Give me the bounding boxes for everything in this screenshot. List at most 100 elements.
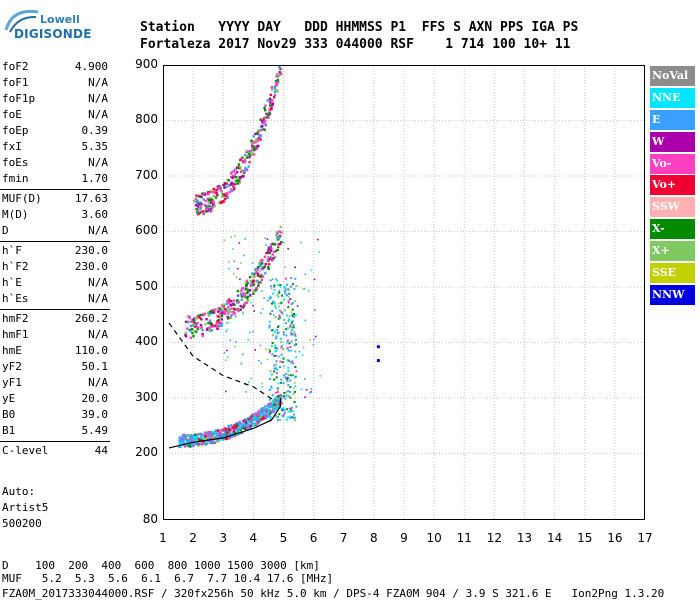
- echo-point: [289, 324, 292, 327]
- echo-point: [199, 207, 202, 210]
- echo-point: [203, 193, 207, 196]
- echo-point: [286, 347, 289, 350]
- echo-point: [225, 322, 228, 324]
- echo-point: [271, 253, 274, 256]
- echo-point: [238, 242, 241, 244]
- echo-point: [230, 172, 233, 175]
- echo-point: [281, 408, 284, 411]
- echo-point: [233, 434, 237, 437]
- param-name: fmin: [2, 172, 29, 185]
- echo-point: [218, 435, 221, 439]
- echo-point: [279, 396, 283, 400]
- param-value: N/A: [88, 292, 108, 305]
- echo-point: [279, 337, 282, 340]
- param-value: N/A: [88, 156, 108, 169]
- echo-point: [213, 324, 216, 328]
- plot-border: [163, 65, 645, 520]
- echo-point: [280, 231, 283, 234]
- echo-point: [291, 320, 294, 323]
- echo-point: [263, 122, 266, 126]
- echo-point: [259, 415, 263, 418]
- echo-point: [247, 338, 249, 341]
- echo-point: [240, 169, 244, 172]
- echo-point: [184, 320, 188, 324]
- echo-point: [276, 230, 279, 233]
- echo-point: [210, 436, 213, 440]
- echo-point: [268, 297, 271, 300]
- echo-point: [226, 299, 229, 303]
- param-row: foEp 0.39: [2, 123, 108, 139]
- echo-point: [275, 372, 278, 375]
- echo-point: [227, 308, 231, 312]
- echo-point: [252, 135, 255, 138]
- echo-point: [254, 147, 258, 151]
- echo-point: [222, 307, 225, 310]
- echo-point: [292, 387, 295, 390]
- echo-point: [267, 263, 271, 266]
- echo-point: [195, 435, 199, 438]
- echo-point: [204, 205, 208, 208]
- param-value: 20.0: [81, 392, 109, 405]
- modelled-profile: [168, 322, 275, 402]
- echo-point: [282, 357, 285, 360]
- echo-point: [273, 289, 276, 291]
- echo-point: [225, 182, 228, 185]
- echo-point: [289, 416, 292, 419]
- echo-point: [224, 310, 227, 313]
- echo-point: [276, 401, 280, 404]
- param-name: h`Es: [2, 292, 29, 305]
- echo-point: [253, 153, 256, 156]
- echo-point: [268, 257, 272, 261]
- echo-point: [259, 134, 262, 138]
- echo-point: [208, 433, 212, 436]
- echo-point: [270, 243, 273, 246]
- echo-point: [310, 388, 313, 390]
- echo-point: [249, 294, 252, 297]
- echo-point: [231, 310, 234, 314]
- echo-point: [223, 312, 227, 316]
- echo-point: [228, 191, 231, 194]
- echo-point: [199, 323, 203, 327]
- echo-point: [223, 434, 227, 437]
- echo-point: [268, 246, 271, 249]
- echo-point: [273, 301, 276, 304]
- echo-point: [230, 307, 233, 310]
- echo-point: [212, 311, 216, 314]
- echo-point: [273, 285, 276, 288]
- echo-point: [274, 79, 278, 83]
- echo-point: [208, 197, 212, 200]
- echo-point: [203, 203, 206, 207]
- x-tick-label: 17: [637, 531, 653, 545]
- echo-point: [207, 439, 210, 442]
- echo-point: [260, 362, 263, 364]
- echo-point: [234, 234, 236, 237]
- echo-point: [269, 98, 272, 101]
- echo-point: [192, 434, 195, 438]
- echo-point: [203, 431, 207, 434]
- echo-point: [225, 330, 227, 333]
- echo-point: [202, 198, 205, 201]
- echo-point: [230, 300, 233, 303]
- echo-point: [199, 205, 203, 208]
- echo-point: [273, 87, 277, 90]
- echo-point: [298, 350, 301, 353]
- echo-point: [241, 286, 245, 290]
- echo-point: [280, 353, 283, 356]
- echo-point: [292, 392, 295, 395]
- echo-point: [220, 433, 223, 436]
- echo-point: [286, 359, 289, 362]
- echo-point: [207, 314, 211, 317]
- echo-point: [265, 410, 269, 413]
- echo-point: [236, 182, 240, 185]
- echo-point: [195, 439, 199, 442]
- echo-point: [258, 416, 261, 420]
- legend-item: NNE: [650, 87, 695, 108]
- echo-point: [246, 427, 249, 430]
- echo-point: [313, 278, 316, 281]
- echo-point: [270, 344, 273, 347]
- echo-point: [295, 343, 298, 346]
- echo-point: [201, 328, 204, 332]
- echo-point: [242, 305, 246, 308]
- echo-point: [204, 199, 207, 203]
- echo-point: [268, 324, 271, 327]
